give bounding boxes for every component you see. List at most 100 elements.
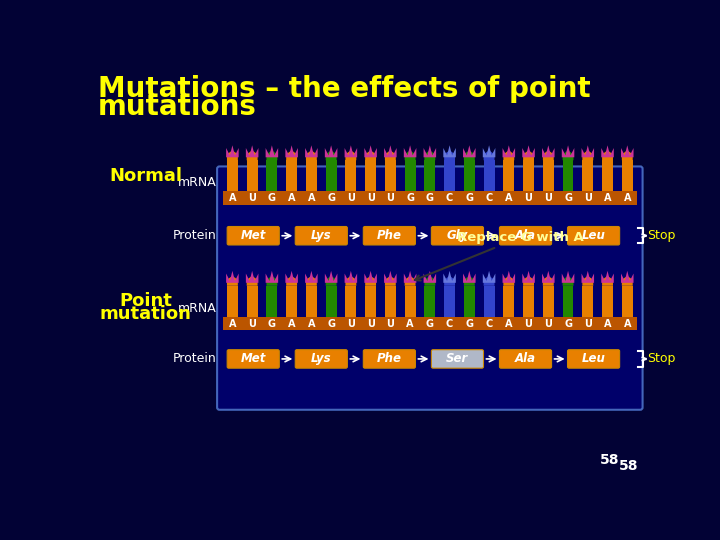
Text: Leu: Leu bbox=[582, 353, 606, 366]
Bar bbox=[227, 286, 238, 316]
Polygon shape bbox=[305, 271, 318, 283]
Bar bbox=[222, 316, 637, 330]
Polygon shape bbox=[503, 271, 515, 283]
Text: U: U bbox=[387, 193, 395, 203]
Text: G: G bbox=[426, 193, 434, 203]
Polygon shape bbox=[484, 150, 495, 160]
Text: A: A bbox=[604, 319, 611, 328]
Bar bbox=[424, 286, 436, 316]
Polygon shape bbox=[562, 276, 574, 286]
Text: G: G bbox=[327, 319, 335, 328]
Bar bbox=[444, 286, 455, 316]
Polygon shape bbox=[562, 145, 575, 157]
Bar bbox=[325, 286, 336, 316]
Text: U: U bbox=[347, 319, 355, 328]
Polygon shape bbox=[306, 150, 317, 160]
Polygon shape bbox=[246, 145, 258, 157]
Polygon shape bbox=[285, 271, 298, 283]
Polygon shape bbox=[364, 271, 377, 283]
Polygon shape bbox=[325, 271, 338, 283]
Text: U: U bbox=[387, 319, 395, 328]
Polygon shape bbox=[365, 150, 376, 160]
Polygon shape bbox=[444, 150, 455, 160]
Bar bbox=[385, 160, 396, 191]
Polygon shape bbox=[542, 271, 554, 283]
Bar bbox=[227, 160, 238, 191]
Text: Protein: Protein bbox=[173, 230, 216, 242]
Bar bbox=[523, 160, 534, 191]
Bar bbox=[484, 286, 495, 316]
Text: U: U bbox=[248, 319, 256, 328]
Bar bbox=[582, 286, 593, 316]
Text: mRNA: mRNA bbox=[178, 176, 216, 189]
Bar bbox=[602, 160, 613, 191]
FancyBboxPatch shape bbox=[431, 226, 484, 245]
Bar bbox=[222, 191, 637, 205]
Bar bbox=[503, 286, 514, 316]
Text: U: U bbox=[525, 319, 533, 328]
Text: A: A bbox=[505, 319, 513, 328]
Bar bbox=[543, 160, 554, 191]
Bar bbox=[247, 160, 258, 191]
Text: mRNA: mRNA bbox=[178, 302, 216, 315]
Bar bbox=[562, 160, 574, 191]
Text: 58: 58 bbox=[600, 453, 619, 467]
Text: A: A bbox=[229, 193, 236, 203]
Text: Mutations – the effects of point: Mutations – the effects of point bbox=[98, 75, 590, 103]
FancyBboxPatch shape bbox=[567, 350, 620, 368]
Polygon shape bbox=[226, 271, 238, 283]
Polygon shape bbox=[345, 271, 357, 283]
Bar bbox=[365, 160, 376, 191]
Polygon shape bbox=[404, 145, 416, 157]
Polygon shape bbox=[227, 276, 238, 286]
Bar bbox=[562, 286, 574, 316]
Text: Ser: Ser bbox=[446, 353, 469, 366]
Polygon shape bbox=[484, 276, 495, 286]
Bar bbox=[523, 286, 534, 316]
Bar bbox=[622, 286, 633, 316]
Polygon shape bbox=[503, 150, 514, 160]
Text: A: A bbox=[288, 319, 295, 328]
Text: C: C bbox=[446, 193, 453, 203]
Polygon shape bbox=[384, 271, 397, 283]
Text: mutations: mutations bbox=[98, 93, 256, 122]
Text: U: U bbox=[525, 193, 533, 203]
Polygon shape bbox=[483, 145, 495, 157]
Polygon shape bbox=[385, 276, 396, 286]
FancyBboxPatch shape bbox=[431, 350, 484, 368]
Polygon shape bbox=[266, 276, 277, 286]
Bar bbox=[286, 160, 297, 191]
Text: Lys: Lys bbox=[311, 353, 332, 366]
Text: G: G bbox=[426, 319, 434, 328]
Polygon shape bbox=[266, 150, 277, 160]
Polygon shape bbox=[345, 145, 357, 157]
Bar bbox=[325, 160, 336, 191]
Text: G: G bbox=[327, 193, 335, 203]
Polygon shape bbox=[562, 150, 574, 160]
Polygon shape bbox=[582, 150, 593, 160]
Polygon shape bbox=[285, 145, 298, 157]
Text: 58: 58 bbox=[619, 459, 639, 473]
Bar bbox=[503, 160, 514, 191]
Polygon shape bbox=[404, 271, 416, 283]
Text: Point: Point bbox=[120, 292, 172, 310]
Text: Ala: Ala bbox=[515, 353, 536, 366]
Polygon shape bbox=[464, 150, 474, 160]
Polygon shape bbox=[306, 276, 317, 286]
Bar bbox=[346, 286, 356, 316]
Bar bbox=[405, 160, 415, 191]
Polygon shape bbox=[602, 276, 613, 286]
Polygon shape bbox=[523, 276, 534, 286]
Polygon shape bbox=[503, 276, 514, 286]
Polygon shape bbox=[444, 276, 455, 286]
Text: U: U bbox=[347, 193, 355, 203]
Text: C: C bbox=[446, 319, 453, 328]
Polygon shape bbox=[601, 145, 614, 157]
Polygon shape bbox=[227, 150, 238, 160]
Polygon shape bbox=[444, 145, 456, 157]
Text: A: A bbox=[624, 193, 631, 203]
Polygon shape bbox=[405, 276, 415, 286]
Text: Protein: Protein bbox=[173, 353, 216, 366]
Polygon shape bbox=[226, 145, 238, 157]
Text: U: U bbox=[584, 319, 592, 328]
